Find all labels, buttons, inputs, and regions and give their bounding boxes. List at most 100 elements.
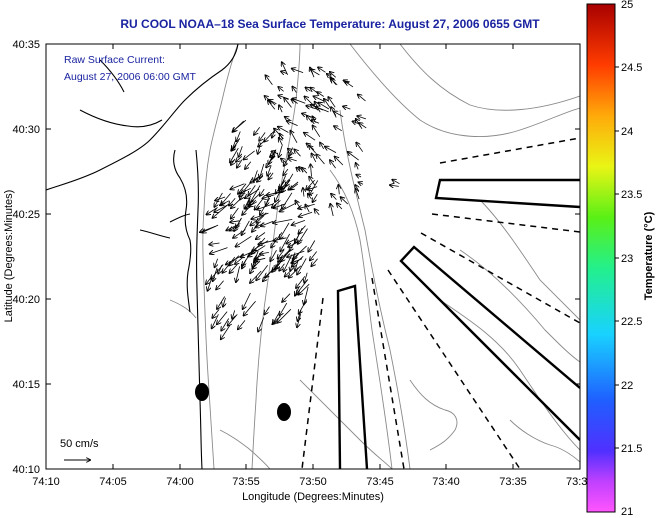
current-arrow <box>315 209 320 216</box>
current-arrow <box>330 204 333 217</box>
current-arrow <box>292 100 298 104</box>
current-arrow <box>252 237 266 254</box>
x-tick-label: 73:35 <box>499 476 527 488</box>
current-arrow <box>279 263 285 271</box>
current-arrow <box>309 146 316 154</box>
current-arrow <box>223 297 226 307</box>
current-arrow <box>226 223 241 231</box>
current-arrow <box>311 164 312 177</box>
current-arrow <box>215 196 226 201</box>
current-arrow <box>304 286 309 304</box>
current-arrow <box>230 264 238 273</box>
current-arrow <box>295 201 302 211</box>
current-arrow <box>281 71 288 73</box>
colorbar-tick-label: 22 <box>621 380 633 392</box>
current-arrow <box>278 87 284 92</box>
current-arrow <box>317 92 324 97</box>
beam-south <box>336 284 369 469</box>
current-arrow <box>216 280 224 290</box>
contour-wiggle-2 <box>169 299 197 319</box>
current-arrow <box>239 146 243 156</box>
current-arrow <box>270 151 277 157</box>
current-arrow <box>308 240 316 252</box>
current-arrow <box>318 67 326 73</box>
current-arrow <box>284 152 292 166</box>
colorbar-tick-label: 25 <box>621 0 633 11</box>
current-arrow <box>253 250 259 268</box>
current-arrow <box>278 96 289 100</box>
axis-ticks <box>45 43 581 470</box>
current-arrow <box>305 205 310 213</box>
current-arrow <box>258 142 262 154</box>
current-arrow <box>298 225 306 234</box>
current-arrow <box>335 157 344 166</box>
current-arrow <box>309 177 316 186</box>
current-arrow <box>236 235 252 246</box>
current-arrow <box>292 220 306 225</box>
current-arrow <box>230 221 240 222</box>
y-tick-label: 40:25 <box>12 209 40 221</box>
current-arrow <box>273 219 293 223</box>
current-arrow <box>334 126 342 132</box>
current-arrow <box>277 308 292 323</box>
contour-mid-2 <box>329 169 393 469</box>
current-vectors <box>200 62 400 339</box>
current-arrow <box>319 103 330 110</box>
current-arrow <box>282 192 293 209</box>
current-arrow <box>287 121 298 126</box>
current-arrow <box>356 175 362 177</box>
current-arrow <box>288 181 299 190</box>
y-tick-label: 40:10 <box>12 464 40 476</box>
current-arrow <box>312 154 317 163</box>
current-arrow <box>233 120 244 132</box>
current-arrow <box>299 211 313 216</box>
current-arrow <box>282 62 288 75</box>
contour-loop-2 <box>509 419 580 463</box>
current-arrow <box>279 145 283 157</box>
current-arrow <box>236 266 240 282</box>
current-arrow <box>282 293 291 302</box>
beam-ne <box>434 178 580 209</box>
current-arrow <box>257 175 264 182</box>
current-arrow <box>200 225 216 232</box>
colorbar-tick-label: 21.5 <box>621 443 642 455</box>
current-arrow <box>311 105 323 111</box>
current-arrow <box>343 106 351 109</box>
current-arrow <box>209 243 220 245</box>
current-arrow <box>231 183 245 190</box>
coastline-north <box>46 44 239 191</box>
current-arrow <box>236 131 241 142</box>
colorbar-tick-label: 23.5 <box>621 189 642 201</box>
current-arrow <box>235 256 244 264</box>
current-arrow <box>228 314 238 325</box>
current-arrow <box>284 98 292 108</box>
current-arrow <box>296 276 306 288</box>
current-arrow <box>315 102 321 113</box>
current-arrow <box>261 220 274 226</box>
current-arrow <box>272 127 276 138</box>
inlet-detail <box>169 213 191 223</box>
current-label-line2: August 27, 2006 06:00 GMT <box>64 71 197 83</box>
x-tick-label: 73:45 <box>366 476 394 488</box>
current-arrow <box>306 88 311 92</box>
current-arrow <box>287 250 305 257</box>
current-arrow <box>263 194 275 199</box>
current-arrow <box>220 200 230 206</box>
current-arrow <box>279 105 282 113</box>
current-arrow <box>358 95 366 102</box>
current-arrow <box>258 317 265 332</box>
current-arrow <box>292 69 304 73</box>
current-arrow <box>307 116 313 123</box>
current-arrow <box>248 245 266 257</box>
current-arrow <box>231 199 240 208</box>
current-arrow <box>328 97 336 108</box>
current-arrow <box>316 154 325 165</box>
y-tick-label: 40:15 <box>12 379 40 391</box>
contour-shelf <box>439 299 580 451</box>
current-arrow <box>308 187 318 190</box>
current-arrow <box>275 191 281 201</box>
current-arrow <box>254 170 258 181</box>
current-arrow <box>283 168 289 175</box>
current-arrow <box>337 203 343 210</box>
current-arrow <box>221 324 231 339</box>
